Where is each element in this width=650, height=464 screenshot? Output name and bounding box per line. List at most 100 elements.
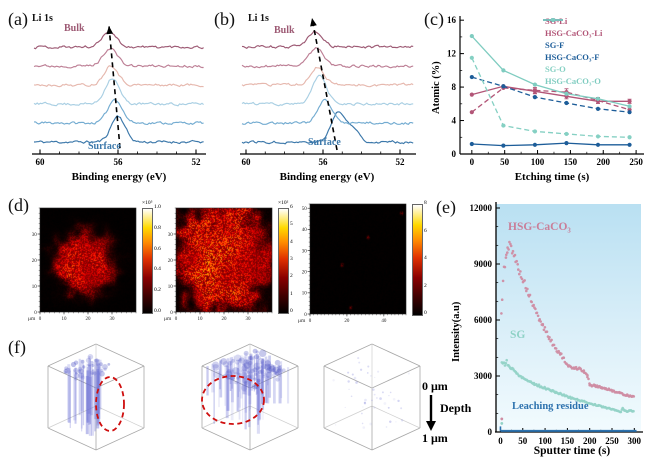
legend-label: HSG-CaCO₃-O bbox=[545, 76, 601, 87]
tick-label: 30 bbox=[168, 233, 174, 238]
y-axis-label-c: Atomic (%) bbox=[431, 61, 442, 114]
sims-map-3: 0 20 40 0 10 20 30 40 50 μm bbox=[298, 202, 408, 328]
data-point bbox=[532, 89, 538, 94]
cube-edge bbox=[47, 427, 97, 451]
panel-d: (d) 0 10 20 30 0 10 20 30 μm ×10⁵ 1.0 0.8 0.6 0.4 0… bbox=[6, 194, 438, 336]
residue-speck bbox=[374, 376, 376, 379]
residue-speck bbox=[388, 395, 390, 397]
legend-label: SG-O bbox=[545, 64, 566, 75]
map-unit-label: μm bbox=[164, 316, 172, 322]
series-label-leaching: Leaching residue bbox=[512, 401, 589, 412]
scatter-point bbox=[519, 270, 522, 273]
scatter-point bbox=[504, 256, 508, 259]
residue-speck bbox=[350, 395, 353, 398]
cube-edge bbox=[249, 405, 299, 429]
scatter-point bbox=[517, 268, 520, 271]
tick-label: 40 bbox=[302, 228, 308, 233]
panel-e: (e) 0 3000 6000 9000 12000 0 50 100 150 200 250 300… bbox=[436, 194, 650, 464]
colorbar-tick-label: 0.6 bbox=[154, 245, 161, 252]
scatter-point bbox=[516, 263, 519, 266]
tick-label: 0 bbox=[470, 157, 475, 167]
data-point bbox=[595, 106, 601, 111]
trend-arrow-head bbox=[310, 18, 317, 27]
panel-letter-a: (a) bbox=[8, 9, 28, 29]
legend-item: HSG-CaCO₃-Li bbox=[542, 18, 603, 39]
xps-spectra-b-plot: 60 56 52 bbox=[240, 17, 416, 167]
tick-label: 20 bbox=[222, 317, 228, 322]
scatter-point bbox=[501, 279, 505, 283]
depth-arrow-icon bbox=[426, 395, 436, 431]
data-point bbox=[469, 92, 474, 97]
scatter-point bbox=[560, 352, 563, 355]
legend-label: HSG-CaCO₃-Li bbox=[545, 28, 603, 39]
panel-letter-c: (c) bbox=[424, 9, 444, 29]
colorbar-tick-label: 5 bbox=[290, 221, 293, 228]
tick-label: 30 bbox=[246, 317, 252, 322]
data-point bbox=[627, 135, 632, 140]
scatter-point bbox=[539, 320, 542, 323]
scatter-point bbox=[545, 330, 549, 333]
map-frame bbox=[309, 203, 407, 315]
tick-label: 0 bbox=[39, 317, 42, 322]
tick-label: 200 bbox=[597, 157, 611, 167]
trend-arrow-head bbox=[106, 26, 114, 35]
scatter-point bbox=[505, 358, 508, 362]
atomic-percent-plot: 0 50 100 150 200 250 0 4 8 12 16 bbox=[447, 15, 644, 167]
tick-label: 60 bbox=[36, 157, 46, 167]
legend-label: SG-F bbox=[545, 40, 565, 51]
scatter-point bbox=[619, 410, 623, 414]
residue-speck bbox=[392, 398, 396, 401]
colorbar-tick-label: 1.0 bbox=[154, 204, 161, 210]
data-point bbox=[469, 74, 474, 80]
tick-label: 3000 bbox=[474, 371, 493, 381]
colorbar-1-exponent: ×10⁵ bbox=[142, 200, 153, 206]
cube-edge bbox=[323, 343, 373, 367]
data-point bbox=[469, 141, 474, 147]
trend-arrow bbox=[108, 25, 121, 149]
panel-letter-b: (b) bbox=[214, 9, 235, 29]
depth-profile-plot: 0 3000 6000 9000 12000 0 50 100 150 200 250 300 bbox=[470, 202, 643, 446]
scatter-point bbox=[511, 249, 515, 253]
data-point bbox=[627, 110, 632, 115]
spectrum-curve bbox=[241, 111, 414, 145]
panel-a: (a) 60 56 52 Li 1s Bulk Surface Binding en… bbox=[6, 4, 210, 188]
tick-label: 0 bbox=[34, 311, 37, 316]
tick-label: 30 bbox=[110, 317, 116, 322]
residue-speck bbox=[334, 424, 337, 426]
tick-label: 6000 bbox=[474, 315, 493, 325]
tick-label: 0 bbox=[170, 311, 173, 316]
colorbar-tick-label: 1 bbox=[290, 290, 293, 297]
cube-edge bbox=[249, 365, 299, 389]
residue-speck bbox=[372, 388, 375, 391]
scatter-point bbox=[513, 253, 517, 257]
highlight-ellipse bbox=[201, 375, 265, 425]
residue-speck bbox=[379, 397, 382, 400]
data-point bbox=[564, 91, 569, 96]
tick-label: 20 bbox=[344, 319, 350, 324]
residue-speck bbox=[387, 406, 390, 409]
colorbar-1: ×10⁵ 1.0 0.8 0.6 0.4 0.2 0.0 bbox=[142, 200, 170, 314]
data-point bbox=[532, 142, 538, 147]
scatter-point bbox=[552, 343, 556, 347]
spectrum-curve bbox=[241, 30, 414, 49]
residue-speck bbox=[361, 422, 364, 425]
residue-speck bbox=[364, 398, 367, 402]
scatter-point bbox=[503, 265, 507, 269]
residue-speck bbox=[389, 391, 392, 394]
residue-speck bbox=[369, 422, 373, 426]
tick-label: 50 bbox=[500, 157, 510, 167]
scatter-point bbox=[582, 369, 586, 372]
data-point bbox=[532, 129, 538, 134]
bulk-label-b: Bulk bbox=[274, 25, 295, 36]
tick-label: 100 bbox=[538, 436, 552, 446]
map-unit-label: μm bbox=[28, 316, 36, 322]
sims-map-1-axes: 0 10 20 30 0 10 20 30 bbox=[32, 207, 137, 322]
cube-edge bbox=[371, 343, 421, 367]
tick-label: 10 bbox=[62, 317, 68, 322]
residue-speck bbox=[381, 391, 384, 394]
legend-label: SG-Li bbox=[545, 16, 568, 27]
sims-map-2: 0 10 20 30 0 10 20 30 μm bbox=[164, 206, 274, 326]
cube-edge bbox=[95, 427, 145, 451]
map-frame bbox=[39, 207, 137, 313]
cube-edge bbox=[47, 365, 97, 389]
